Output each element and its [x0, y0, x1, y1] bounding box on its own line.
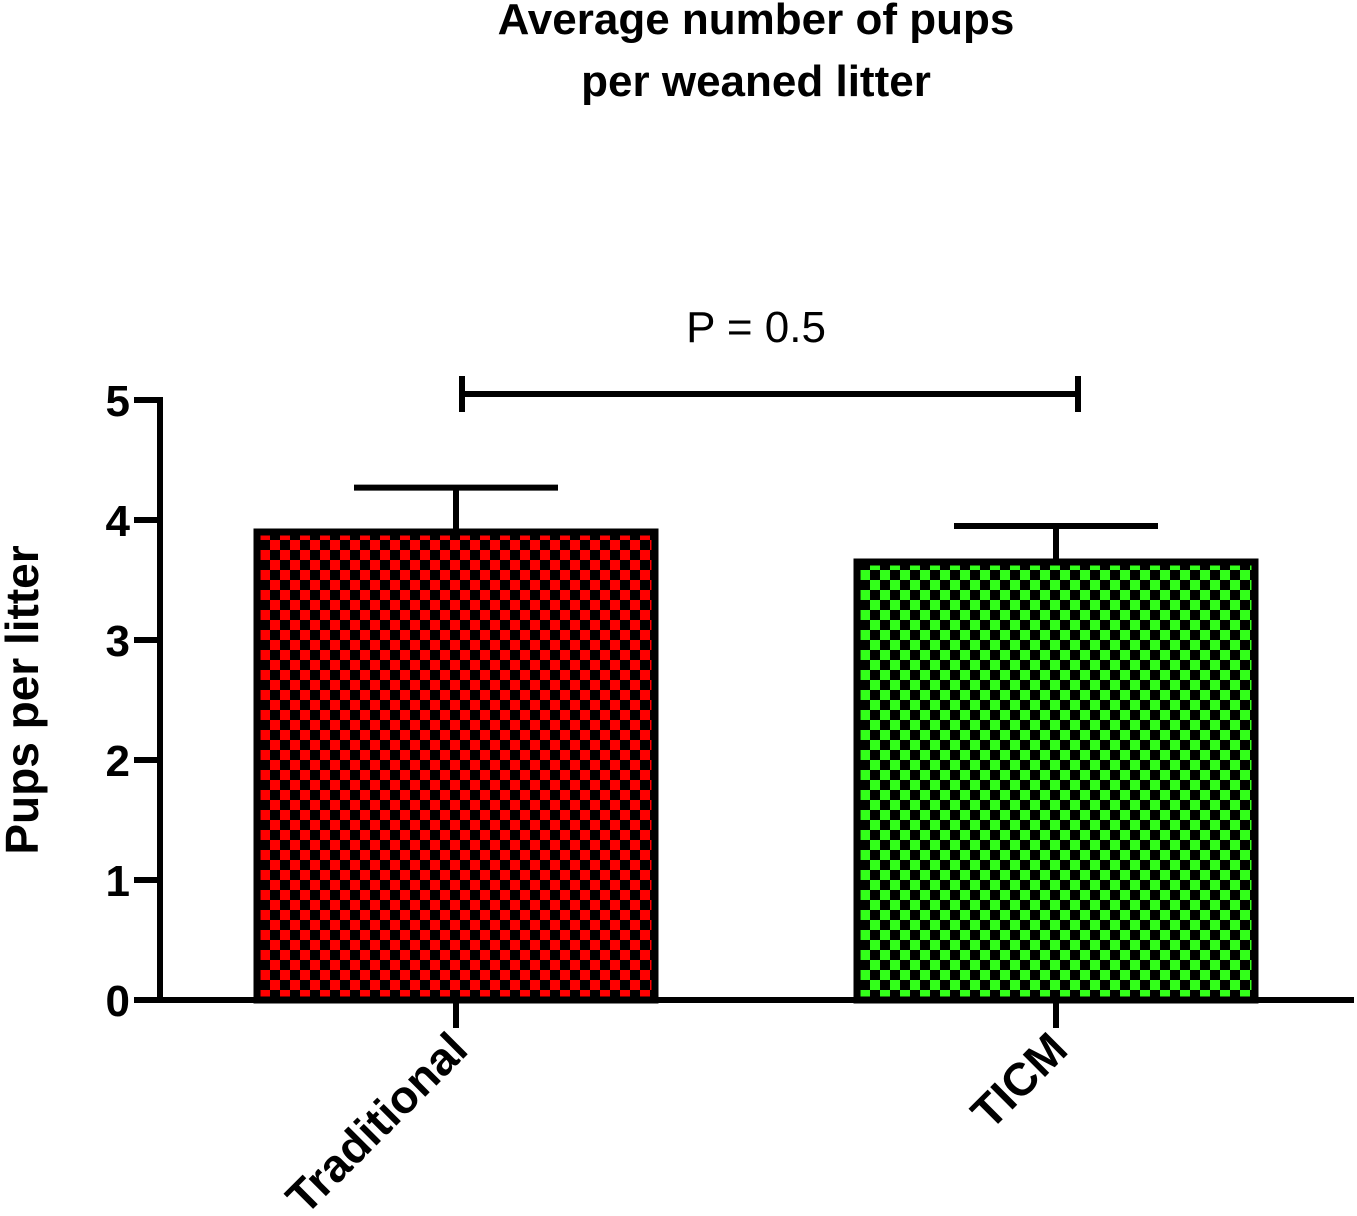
y-axis-label: Pups per litter [0, 545, 48, 854]
x-ticks-group: Traditional TICM [276, 1000, 1077, 1216]
bar-traditional [253, 528, 659, 1004]
p-value-label: P = 0.5 [686, 303, 826, 352]
bar-ticm [853, 558, 1259, 1004]
y-tick-label-2: 2 [106, 737, 130, 786]
y-tick-label-5: 5 [106, 377, 130, 426]
y-tick-label-1: 1 [106, 857, 130, 906]
y-tick-label-4: 4 [106, 497, 131, 546]
chart-title-line-1: Average number of pups [498, 0, 1015, 44]
significance-annotation: P = 0.5 [459, 303, 1081, 412]
x-tick-label-traditional: Traditional [276, 1022, 477, 1216]
chart-title-line-2: per weaned litter [581, 57, 931, 106]
axes-group [157, 397, 1354, 1003]
y-ticks-group: 0 1 2 3 4 5 [106, 377, 160, 1026]
error-bars-group [354, 484, 1158, 562]
y-tick-label-0: 0 [106, 977, 130, 1026]
x-tick-label-ticm: TICM [961, 1022, 1077, 1138]
bars-group [253, 528, 1259, 1004]
y-tick-label-3: 3 [106, 617, 130, 666]
